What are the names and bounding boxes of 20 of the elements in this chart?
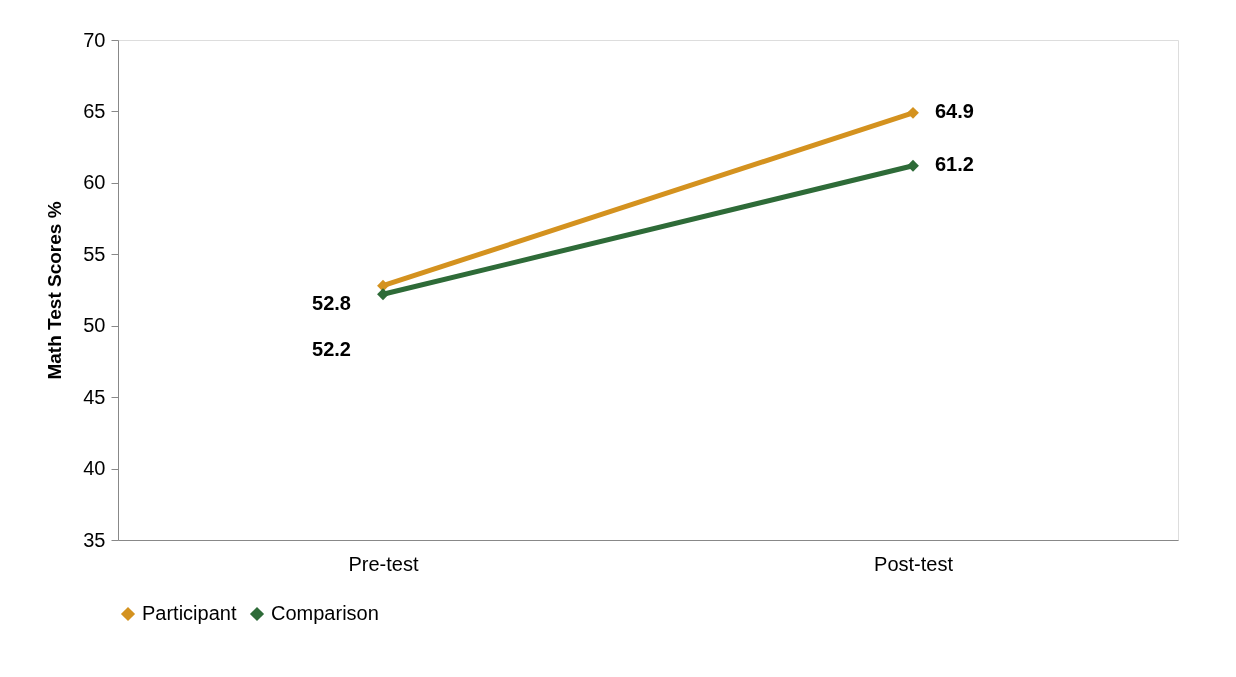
y-tick-label: 45 <box>83 385 106 408</box>
legend-label: Comparison <box>271 602 379 624</box>
y-tick-label: 55 <box>83 242 106 265</box>
point <box>907 106 919 119</box>
data-label: 61.2 <box>935 152 974 175</box>
point <box>907 159 919 172</box>
data-label: 52.2 <box>312 338 351 361</box>
y-tick-label: 40 <box>83 457 106 480</box>
data-label: 52.8 <box>312 291 351 314</box>
y-tick-label: 70 <box>83 28 106 51</box>
point <box>377 288 389 301</box>
y-tick-label: 60 <box>83 171 106 194</box>
y-tick-label: 35 <box>83 528 106 551</box>
y-tick-label: 50 <box>83 314 106 337</box>
y-axis-title: Math Test Scores % <box>44 201 66 380</box>
data-label: 64.9 <box>935 99 974 122</box>
x-tick-label: Pre-test <box>348 552 419 575</box>
y-tick-label: 65 <box>83 99 106 122</box>
legend-label: Participant <box>142 602 237 624</box>
x-tick-label: Post-test <box>874 552 954 575</box>
